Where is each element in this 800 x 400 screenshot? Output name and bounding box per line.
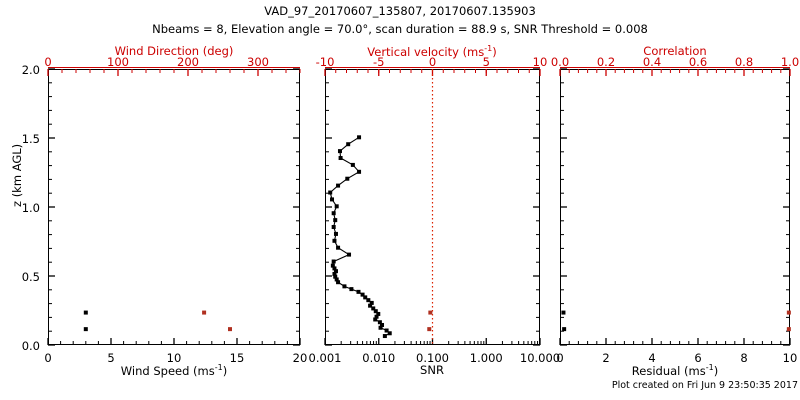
panel-wind-xlabel-top: Wind Direction (deg) [114,44,234,58]
panel-snr-xlabel: SNR [420,363,444,377]
x-tick-label: 0.100 [416,351,449,365]
x-tick-label: 5 [107,351,115,365]
panel-wind-top-rule [48,67,300,68]
x-tick-label-top: 10 [532,55,548,69]
x-tick-label-top: 300 [247,55,269,69]
x-tick-label: 6 [694,351,702,365]
panel-residual [560,69,790,345]
x-tick-label: 1.000 [469,351,503,365]
x-tick-label: 0 [44,351,52,365]
x-tick-label-top: 0.0 [550,55,570,69]
panel-wind-xlabel: Wind Speed (ms-1) [120,363,228,378]
x-tick-label-top: 0.8 [734,55,754,69]
x-tick-label-top: 0.4 [642,55,662,69]
x-tick-label: 4 [648,351,656,365]
panel-snr-xlabel-top: Vertical velocity (ms-1) [367,44,497,59]
plot-created-footer: Plot created on Fri Jun 9 23:50:35 2017 [611,380,798,391]
x-tick-label-top: 0.6 [688,55,708,69]
y-tick-label: 1.5 [21,132,40,146]
panel-wind [48,69,300,345]
figure-title: VAD_97_20170607_135807, 20170607.135903 [264,4,536,18]
panel-snr [325,69,540,345]
x-tick-label: 15 [229,351,245,365]
x-tick-label-top: -5 [373,55,385,69]
x-tick-label-top: 0.2 [596,55,616,69]
x-tick-label-top: 100 [107,55,129,69]
x-tick-label: 10.000 [519,351,561,365]
y-tick-label: 0.0 [21,339,40,353]
x-tick-label-top: -10 [315,55,335,69]
x-tick-label-top: 5 [482,55,490,69]
panel-snr-top-rule [325,67,540,68]
y-axis-label: z (km AGL) [10,143,24,207]
y-tick-label: 1.0 [21,201,40,215]
x-tick-label: 0.010 [362,351,396,365]
x-tick-label-top: 1.0 [780,55,800,69]
panel-residual-top-rule [560,67,790,68]
x-tick-label-top: 0 [428,55,437,69]
x-tick-label: 2 [602,351,610,365]
x-tick-label: 20 [292,351,308,365]
panel-residual-xlabel: Residual (ms-1) [631,363,719,378]
figure-subtitle: Nbeams = 8, Elevation angle = 70.0°, sca… [152,22,648,36]
x-tick-label-top: 0 [44,55,52,69]
x-tick-label: 8 [740,351,748,365]
y-tick-label: 0.5 [21,270,40,284]
x-tick-label: 0 [556,351,564,365]
y-tick-label: 2.0 [21,63,40,77]
panel-residual-xlabel-top: Correlation [643,44,707,58]
x-tick-label: 0.001 [308,351,342,365]
x-tick-label-top: 200 [177,55,199,69]
x-tick-label: 10 [166,351,182,365]
x-tick-label: 10 [782,351,798,365]
